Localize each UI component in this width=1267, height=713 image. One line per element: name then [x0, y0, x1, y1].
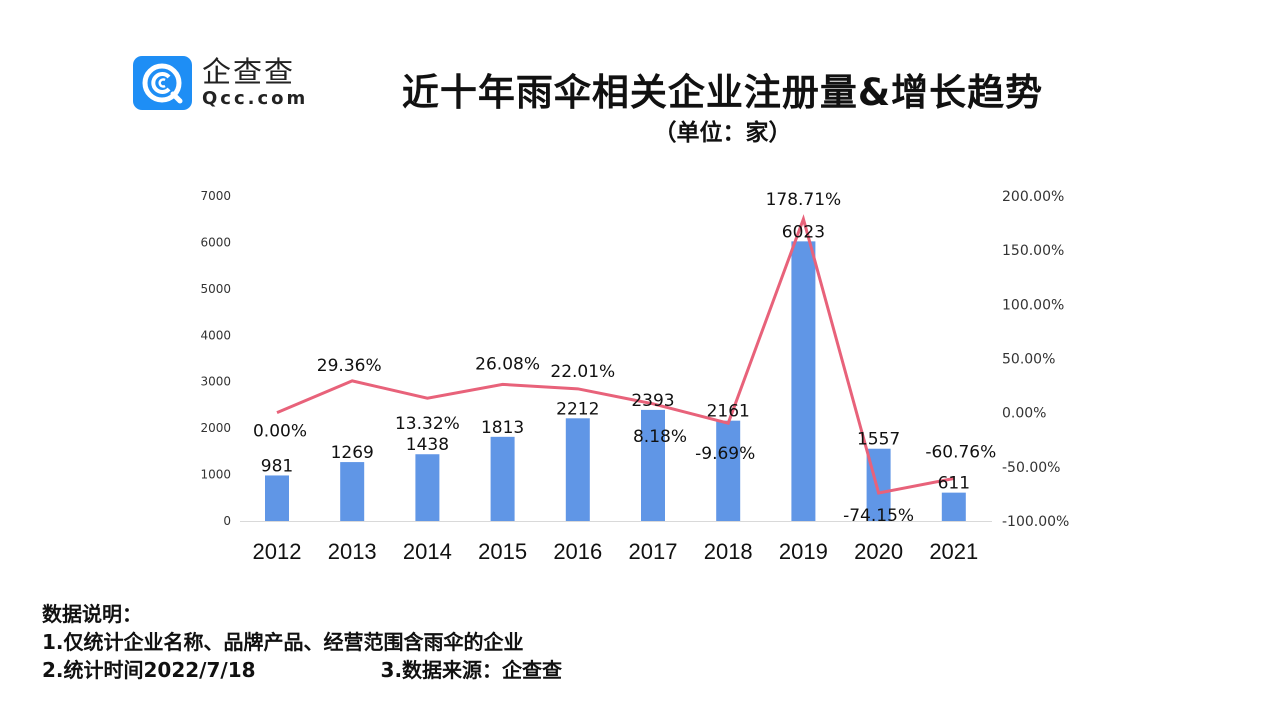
x-axis-tick: 2020 [854, 539, 903, 564]
x-axis-tick: 2019 [779, 539, 828, 564]
x-axis-tick: 2017 [629, 539, 678, 564]
qcc-logo-icon [133, 56, 192, 110]
left-axis-tick: 2000 [200, 421, 231, 435]
left-axis-tick: 7000 [200, 189, 231, 203]
bar-value-label: 611 [938, 474, 970, 494]
bar-2014 [415, 454, 440, 521]
bar-2016 [565, 418, 590, 521]
growth-rate-label: -60.76% [925, 442, 996, 462]
notes-line-1: 1.仅统计企业名称、品牌产品、经营范围含雨伞的企业 [42, 630, 524, 654]
growth-rate-label: 26.08% [475, 354, 540, 374]
left-axis-tick: 5000 [200, 282, 231, 296]
x-axis-tick: 2015 [478, 539, 527, 564]
right-axis-tick: 200.00% [1002, 189, 1064, 205]
bar-2013 [340, 462, 365, 521]
left-axis-tick: 0 [223, 514, 231, 528]
left-axis-tick: 1000 [200, 468, 231, 482]
right-axis-tick: 150.00% [1002, 243, 1064, 259]
bar-value-label: 2212 [556, 399, 599, 419]
right-axis-tick: 0.00% [1002, 406, 1046, 422]
bar-2015 [490, 436, 515, 521]
growth-rate-label: -9.69% [695, 444, 755, 464]
notes-heading: 数据说明： [42, 602, 142, 626]
growth-rate-label: 8.18% [633, 427, 687, 447]
growth-rate-line [276, 214, 955, 495]
x-axis-tick: 2013 [328, 539, 377, 564]
right-axis-tick: -100.00% [1002, 514, 1069, 530]
right-axis-tick: 50.00% [1002, 352, 1055, 368]
left-axis-tick: 3000 [200, 375, 231, 389]
bar-value-label: 6023 [782, 222, 825, 242]
x-axis-tick: 2016 [553, 539, 602, 564]
x-axis-tick: 2014 [403, 539, 452, 564]
bar-value-label: 1438 [406, 435, 449, 455]
logo: 企查查 Qcc.com [133, 56, 308, 110]
right-axis-tick: -50.00% [1002, 460, 1060, 476]
logo-name: 企查查 [202, 55, 296, 89]
growth-rate-label: 178.71% [766, 190, 842, 210]
bar-value-label: 1813 [481, 418, 524, 438]
growth-rate-label: -74.15% [843, 506, 914, 526]
data-notes: 数据说明： 1.仅统计企业名称、品牌产品、经营范围含雨伞的企业 2.统计时间20… [42, 600, 562, 684]
right-axis-tick: 100.00% [1002, 297, 1064, 313]
bar-value-label: 1557 [857, 430, 900, 450]
notes-line-2a: 2.统计时间2022/7/18 [42, 658, 256, 682]
x-axis-tick: 2021 [929, 539, 978, 564]
x-axis-tick: 2018 [704, 539, 753, 564]
x-axis-tick: 2012 [253, 539, 302, 564]
growth-rate-label: 22.01% [550, 362, 615, 382]
left-axis-tick: 6000 [200, 235, 231, 249]
logo-domain: Qcc.com [202, 88, 309, 109]
bar-2021 [941, 492, 966, 521]
bar-value-label: 1269 [331, 443, 374, 463]
bar-2018 [716, 420, 741, 521]
bar-2012 [265, 475, 289, 521]
bar-2017 [641, 409, 665, 521]
growth-rate-label: 13.32% [395, 414, 460, 434]
bar-value-label: 981 [261, 456, 293, 476]
left-axis-tick: 4000 [200, 328, 231, 342]
chart-subtitle: （单位：家） [653, 120, 792, 146]
bar-value-label: 2161 [707, 402, 750, 422]
growth-rate-label: 29.36% [317, 356, 382, 376]
notes-line-2b: 3.数据来源：企查查 [380, 658, 563, 682]
growth-rate-label: 0.00% [253, 422, 307, 442]
bar-2019 [791, 241, 816, 521]
chart-title: 近十年雨伞相关企业注册量&增长趋势 [401, 71, 1044, 114]
bar-value-label: 2393 [631, 391, 674, 411]
